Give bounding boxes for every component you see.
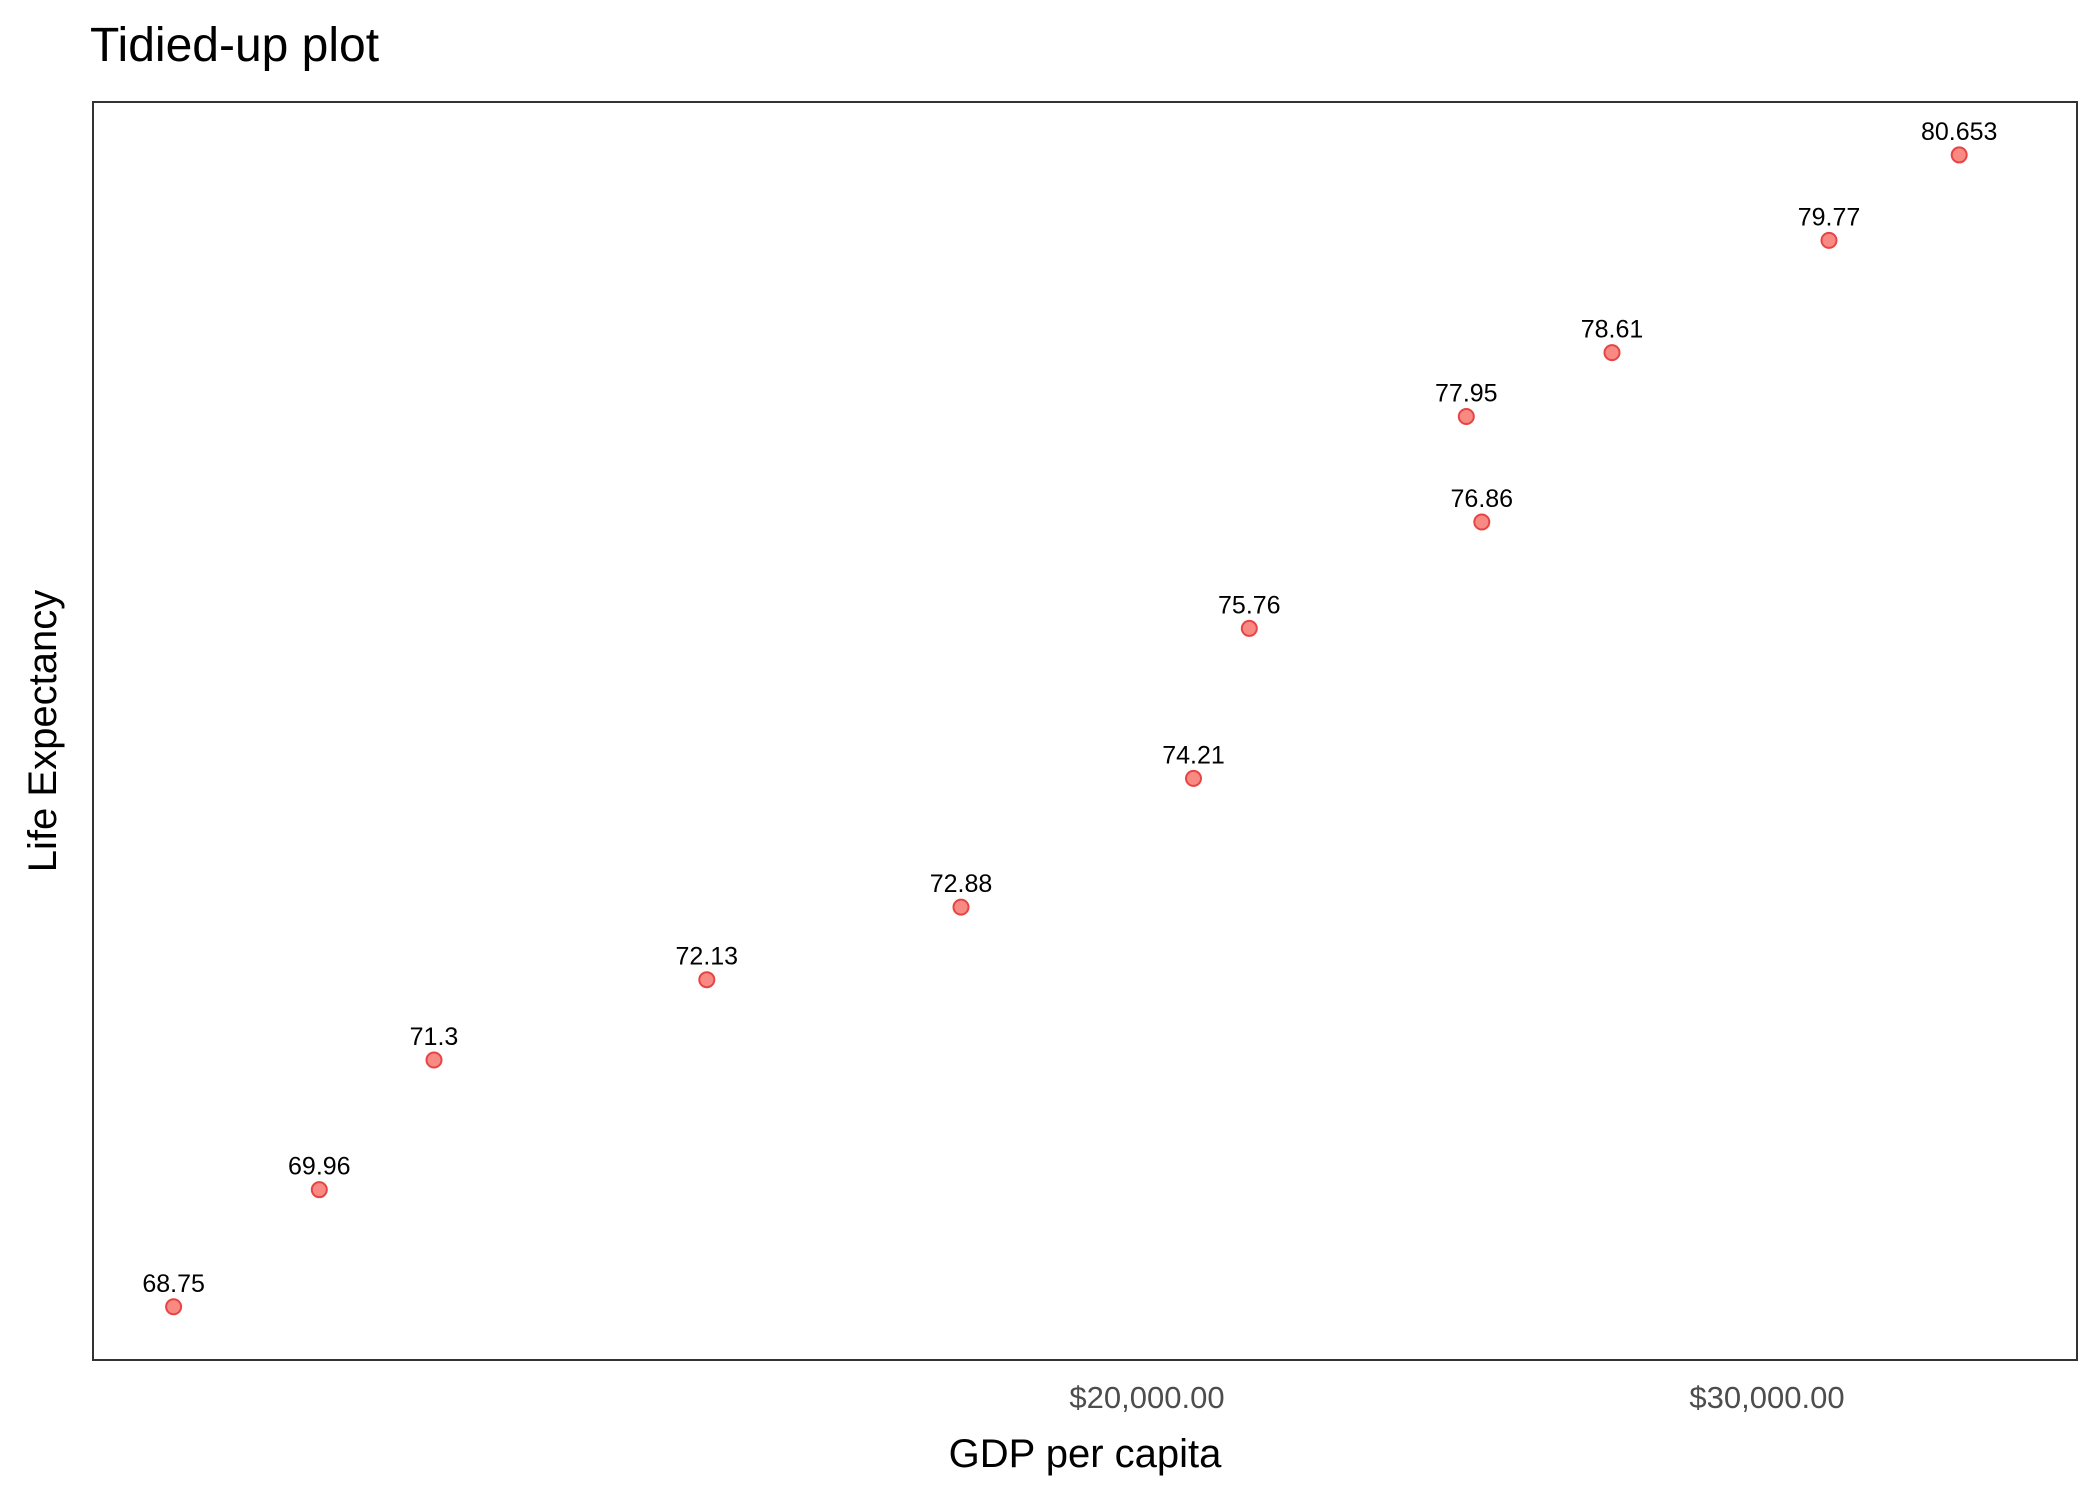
data-label-10: 79.77 xyxy=(1798,203,1861,231)
data-label-0: 68.75 xyxy=(142,1270,205,1298)
data-label-8: 77.95 xyxy=(1435,380,1498,408)
data-point-4 xyxy=(952,898,970,916)
x-tick-labels: $20,000.00 $30,000.00 xyxy=(1069,1380,1844,1415)
x-axis-label: GDP per capita xyxy=(949,1432,1222,1476)
x-tick-label-1: $30,000.00 xyxy=(1689,1380,1844,1415)
data-point-10 xyxy=(1820,231,1838,249)
data-point-3 xyxy=(698,971,716,989)
chart-title: Tidied-up plot xyxy=(90,19,379,72)
data-point-7 xyxy=(1473,513,1491,531)
data-point-6 xyxy=(1240,619,1258,637)
data-label-9: 78.61 xyxy=(1581,316,1644,344)
points-layer xyxy=(165,146,1968,1316)
data-point-9 xyxy=(1603,344,1621,362)
x-tick-label-0: $20,000.00 xyxy=(1069,1380,1224,1415)
y-axis-label: Life Expectancy xyxy=(21,590,65,872)
data-point-11 xyxy=(1950,146,1968,164)
data-label-6: 75.76 xyxy=(1218,591,1281,619)
data-labels-layer: 68.75 69.96 71.3 72.13 72.88 74.21 75.76 76.86 7… xyxy=(142,118,1997,1298)
data-label-1: 69.96 xyxy=(288,1153,351,1181)
data-label-2: 71.3 xyxy=(410,1023,459,1051)
data-label-5: 74.21 xyxy=(1162,741,1225,769)
data-label-3: 72.13 xyxy=(676,943,739,971)
data-label-11: 80.653 xyxy=(1921,118,1997,146)
data-label-7: 76.86 xyxy=(1451,485,1514,513)
data-point-5 xyxy=(1185,769,1202,787)
plot-panel xyxy=(92,101,2078,1361)
data-point-0 xyxy=(165,1298,183,1316)
data-point-2 xyxy=(425,1051,443,1069)
data-label-4: 72.88 xyxy=(930,870,993,898)
data-point-1 xyxy=(310,1181,328,1199)
data-point-8 xyxy=(1457,408,1475,425)
